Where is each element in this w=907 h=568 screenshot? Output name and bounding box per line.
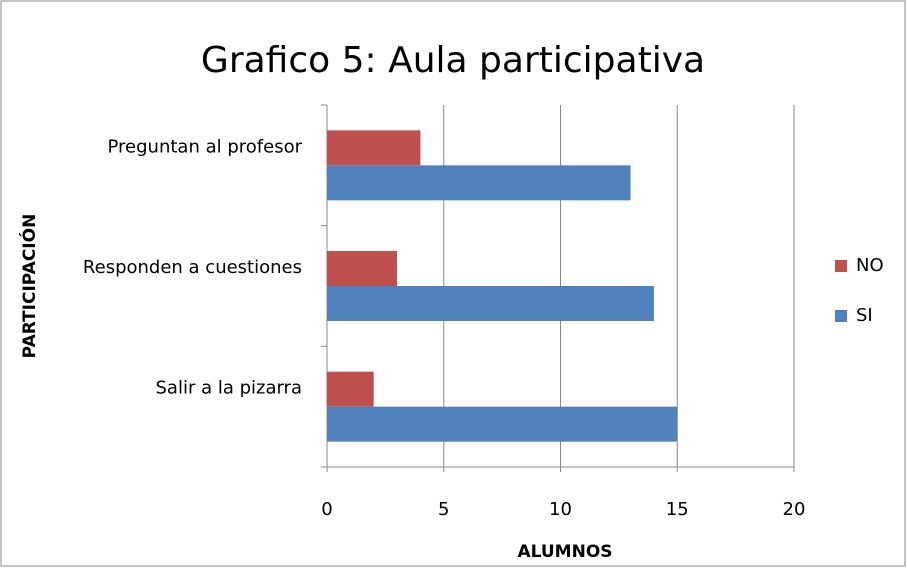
legend-swatch (835, 310, 847, 322)
y-tick-label: Responden a cuestiones (83, 257, 302, 278)
bar (327, 286, 654, 321)
legend-label: SI (856, 305, 873, 326)
x-tick-label: 20 (783, 499, 806, 520)
x-tick-label: 5 (438, 499, 449, 520)
bar (327, 251, 398, 286)
bar (327, 130, 421, 166)
x-tick-label: 15 (666, 499, 689, 520)
chart-title: Grafico 5: Aula participativa (201, 40, 705, 81)
bar (327, 371, 374, 407)
x-axis-label: ALUMNOS (517, 542, 612, 562)
y-tick-label: Salir a la pizarra (155, 378, 302, 399)
x-tick-label: 10 (549, 499, 572, 520)
bar (327, 406, 678, 442)
y-tick-label: Preguntan al profesor (108, 136, 303, 157)
legend-swatch (835, 260, 847, 272)
legend-label: NO (856, 255, 884, 276)
y-axis-label: PARTICIPACIÓN (18, 214, 40, 359)
x-tick-label: 0 (321, 499, 332, 520)
bar (327, 165, 631, 201)
